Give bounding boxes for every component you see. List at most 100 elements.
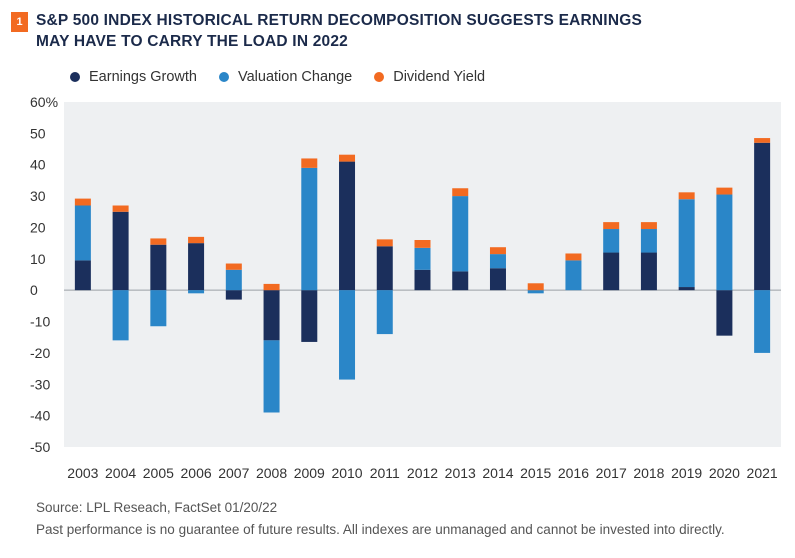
- bar-dividend-yield: [527, 283, 544, 291]
- y-tick-label: 10: [30, 251, 46, 267]
- legend-swatch-earnings-growth: [70, 72, 80, 82]
- bar-valuation-change: [74, 205, 91, 261]
- bar-valuation-change: [640, 229, 657, 253]
- bar-earnings-growth: [188, 243, 205, 291]
- bar-dividend-yield: [74, 198, 91, 206]
- legend-item-valuation-change: Valuation Change: [219, 69, 352, 85]
- x-tick-label: 2004: [105, 465, 136, 481]
- x-tick-label: 2003: [67, 465, 98, 481]
- bar-dividend-yield: [150, 238, 167, 245]
- bar-earnings-growth: [376, 246, 393, 291]
- legend-item-earnings-growth: Earnings Growth: [70, 69, 197, 85]
- x-tick-label: 2019: [671, 465, 702, 481]
- x-tick-label: 2015: [520, 465, 551, 481]
- x-tick-label: 2016: [558, 465, 589, 481]
- x-tick-label: 2017: [596, 465, 627, 481]
- source-note: Source: LPL Reseach, FactSet 01/20/22: [36, 500, 278, 515]
- y-tick-label: -40: [30, 408, 50, 424]
- bar-earnings-growth: [678, 287, 695, 291]
- legend-label-valuation-change: Valuation Change: [238, 69, 353, 85]
- y-tick-label: -20: [30, 345, 50, 361]
- x-tick-label: 2009: [294, 465, 325, 481]
- bar-valuation-change: [565, 260, 582, 291]
- y-tick-label: 60%: [30, 94, 58, 110]
- bar-dividend-yield: [301, 158, 318, 168]
- bar-earnings-growth: [339, 161, 356, 291]
- bar-earnings-growth: [754, 142, 771, 291]
- bar-earnings-growth: [112, 211, 129, 291]
- y-tick-label: 50: [30, 125, 46, 141]
- legend-label-dividend-yield: Dividend Yield: [393, 69, 486, 85]
- bar-valuation-change: [678, 199, 695, 288]
- bar-earnings-growth: [150, 244, 167, 291]
- bar-valuation-change: [754, 290, 771, 353]
- x-tick-label: 2010: [331, 465, 362, 481]
- bar-earnings-growth: [74, 260, 91, 291]
- bar-dividend-yield: [112, 205, 129, 212]
- bar-valuation-change: [150, 290, 167, 327]
- bar-dividend-yield: [754, 138, 771, 143]
- bar-dividend-yield: [376, 239, 393, 247]
- y-tick-label: 30: [30, 188, 46, 204]
- bar-valuation-change: [301, 167, 318, 291]
- figure-number-badge: 1: [11, 12, 28, 32]
- y-tick-label: 40: [30, 157, 46, 173]
- bar-valuation-change: [452, 196, 469, 272]
- y-tick-label: 20: [30, 219, 46, 235]
- x-tick-label: 2006: [181, 465, 212, 481]
- bar-earnings-growth: [716, 290, 733, 336]
- bar-earnings-growth: [640, 252, 657, 291]
- x-tick-label: 2021: [747, 465, 778, 481]
- bar-dividend-yield: [452, 188, 469, 197]
- x-tick-label: 2012: [407, 465, 438, 481]
- bar-earnings-growth: [603, 252, 620, 291]
- bar-valuation-change: [603, 229, 620, 253]
- x-tick-label: 2020: [709, 465, 740, 481]
- bar-dividend-yield: [225, 263, 242, 270]
- bar-dividend-yield: [603, 222, 620, 230]
- y-tick-label: -10: [30, 314, 50, 330]
- bar-earnings-growth: [414, 269, 431, 291]
- bar-dividend-yield: [678, 192, 695, 200]
- bar-earnings-growth: [263, 290, 280, 341]
- bar-dividend-yield: [565, 253, 582, 261]
- bar-valuation-change: [414, 247, 431, 270]
- chart-title-line-1: S&P 500 INDEX HISTORICAL RETURN DECOMPOS…: [36, 12, 643, 29]
- y-tick-label: -50: [30, 439, 50, 455]
- bar-dividend-yield: [414, 240, 431, 248]
- bar-valuation-change: [112, 290, 129, 341]
- bar-dividend-yield: [716, 187, 733, 195]
- chart-legend: Earnings Growth Valuation Change Dividen…: [70, 69, 485, 85]
- x-tick-label: 2011: [370, 465, 400, 481]
- y-tick-label: -30: [30, 376, 50, 392]
- bar-dividend-yield: [339, 154, 356, 162]
- bar-dividend-yield: [489, 247, 506, 255]
- x-tick-label: 2007: [218, 465, 249, 481]
- legend-swatch-dividend-yield: [374, 72, 385, 82]
- bar-valuation-change: [225, 269, 242, 291]
- bar-valuation-change: [339, 290, 356, 380]
- bar-valuation-change: [527, 290, 544, 294]
- bar-valuation-change: [188, 290, 205, 294]
- bar-earnings-growth: [301, 290, 318, 342]
- x-tick-label: 2005: [143, 465, 174, 481]
- y-tick-label: 0: [30, 282, 38, 298]
- bar-dividend-yield: [263, 283, 280, 291]
- chart-title-line-2: MAY HAVE TO CARRY THE LOAD IN 2022: [36, 33, 348, 50]
- bar-earnings-growth: [225, 290, 242, 300]
- legend-swatch-valuation-change: [219, 72, 229, 82]
- x-tick-label: 2014: [482, 465, 513, 481]
- bar-valuation-change: [716, 194, 733, 291]
- bar-valuation-change: [489, 254, 506, 269]
- legend-item-dividend-yield: Dividend Yield: [374, 69, 485, 85]
- x-tick-label: 2018: [633, 465, 664, 481]
- legend-label-earnings-growth: Earnings Growth: [89, 69, 197, 85]
- bar-earnings-growth: [489, 268, 506, 291]
- bar-dividend-yield: [188, 236, 205, 244]
- chart-title: S&P 500 INDEX HISTORICAL RETURN DECOMPOS…: [36, 10, 736, 52]
- x-tick-label: 2013: [445, 465, 476, 481]
- bar-valuation-change: [263, 340, 280, 413]
- bar-dividend-yield: [640, 222, 657, 230]
- bar-valuation-change: [376, 290, 393, 335]
